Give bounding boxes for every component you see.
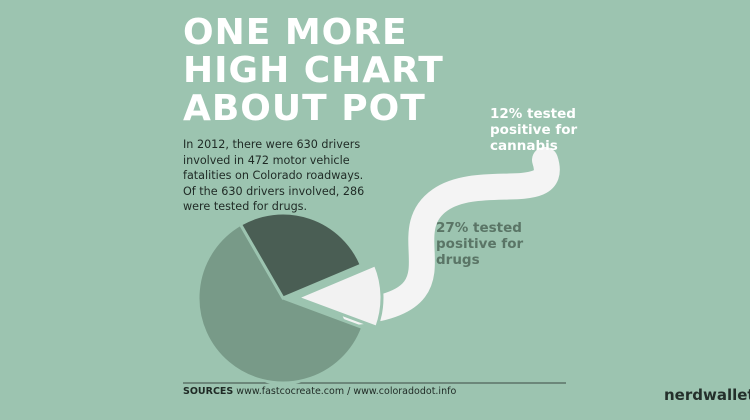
slice-label: 27% tested positive for drugs	[436, 220, 524, 268]
body-line: fatalities on Colorado roadways.	[183, 169, 364, 182]
slice-label: 12% tested positive for cannabis	[490, 106, 578, 154]
title-line: ABOUT POT	[183, 88, 426, 129]
pie-slice	[196, 222, 365, 385]
body-text: In 2012, there were 630 drivers involved …	[183, 137, 364, 215]
body-line: involved in 472 motor vehicle	[183, 153, 350, 167]
ribbon	[342, 147, 560, 325]
title-line: ONE MORE	[183, 12, 408, 53]
pie-slice	[238, 211, 364, 300]
title-line: HIGH CHART	[183, 50, 444, 91]
sources-text: www.fastcocreate.com / www.coloradodot.i…	[236, 386, 457, 397]
body-line: Of the 630 drivers involved, 286	[183, 184, 365, 198]
logo: nerdwallet	[664, 386, 750, 404]
body-line: In 2012, there were 630 drivers	[183, 138, 361, 151]
sources-label: SOURCES	[183, 386, 234, 397]
pie-slice	[292, 262, 384, 330]
body-line: were tested for drugs.	[183, 200, 308, 213]
sources: SOURCES www.fastcocreate.com / www.color…	[183, 386, 456, 397]
title: ONE MORE HIGH CHART ABOUT POT	[183, 14, 444, 128]
